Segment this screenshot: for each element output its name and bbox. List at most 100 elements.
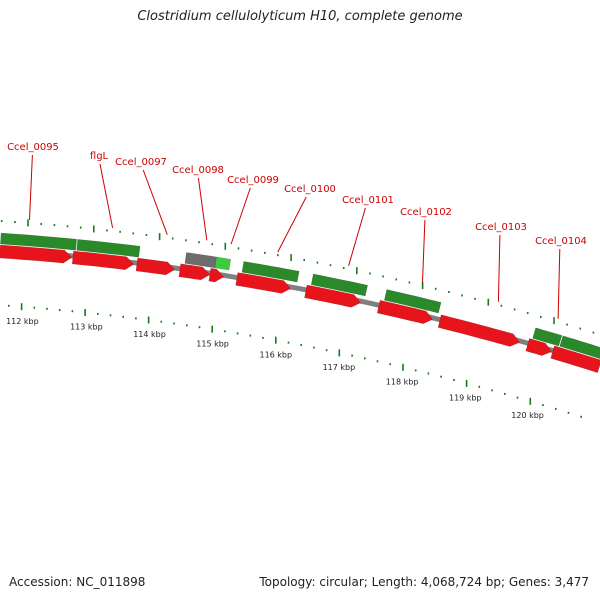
tick-mark <box>540 315 542 318</box>
tick-mark <box>448 291 450 293</box>
cds-feature <box>525 338 552 356</box>
tick-mark <box>119 230 121 233</box>
gene-leader-line <box>497 234 501 302</box>
gene-leader-line <box>230 187 251 245</box>
cds-feature <box>0 244 73 264</box>
cds-feature <box>376 300 433 324</box>
cds-feature <box>135 257 176 276</box>
map-title: Clostridium cellulolyticum H10, complete… <box>137 9 463 24</box>
tick-mark <box>132 232 135 235</box>
tick-mark <box>592 331 595 334</box>
tick-mark <box>513 308 516 311</box>
tick-mark <box>66 225 69 228</box>
tick-mark <box>414 369 417 372</box>
tick-mark <box>389 363 391 366</box>
tick-mark <box>369 272 371 275</box>
tick-mark <box>356 267 358 275</box>
tick-mark <box>516 396 519 399</box>
tick-mark <box>20 303 23 311</box>
tick-mark <box>173 322 175 325</box>
tick-mark <box>171 237 174 240</box>
tick-mark <box>421 282 424 290</box>
tick-mark <box>145 234 148 236</box>
kbp-label: 112 kbp <box>6 317 39 326</box>
gene-leader-line <box>348 207 366 266</box>
accession-text: Accession: NC_011898 <box>9 575 146 589</box>
tick-mark <box>402 363 404 371</box>
tick-mark <box>408 281 411 284</box>
tick-mark <box>58 309 61 311</box>
tick-mark <box>93 225 95 233</box>
tick-mark <box>461 294 463 297</box>
tick-mark <box>338 349 341 357</box>
kbp-label: 118 kbp <box>386 378 419 387</box>
tick-mark <box>316 261 319 264</box>
tick-mark <box>8 304 10 307</box>
cds-feature <box>550 345 600 373</box>
gene-feature <box>76 239 141 258</box>
gene-label: Ccel_0098 <box>172 165 224 176</box>
tick-mark <box>303 259 305 262</box>
gene-label: Ccel_0100 <box>284 184 336 195</box>
tick-mark <box>555 407 557 410</box>
gene-feature <box>310 273 368 297</box>
tick-mark <box>109 314 112 317</box>
gene-leader-line <box>557 248 561 319</box>
tick-mark <box>106 229 108 232</box>
kbp-label: 120 kbp <box>511 411 544 420</box>
kbp-label: 114 kbp <box>133 330 166 339</box>
tick-mark <box>567 411 570 414</box>
gene-leader-line <box>99 163 114 228</box>
gene-label: Ccel_0104 <box>535 236 587 247</box>
genome-backbone <box>0 247 600 368</box>
cds-feature <box>304 284 362 308</box>
gene-leader-line <box>142 169 168 235</box>
cds-feature <box>71 250 135 270</box>
tick-mark <box>46 307 48 310</box>
tick-mark <box>53 224 56 227</box>
tick-mark <box>224 330 226 333</box>
tick-mark <box>504 392 506 395</box>
gene-feature <box>383 289 442 314</box>
genome-summary-text: Topology: circular; Length: 4,068,724 bp… <box>259 575 589 589</box>
gene-leader-line <box>277 196 307 253</box>
gene-feature <box>532 327 563 347</box>
tick-mark <box>500 304 503 307</box>
tick-mark <box>40 223 42 225</box>
tick-mark <box>382 275 384 278</box>
genes-layer <box>0 232 600 359</box>
tick-mark <box>0 220 3 223</box>
gene-label: flgL <box>90 151 109 162</box>
gene-label: Ccel_0102 <box>400 207 452 218</box>
kbp-label: 115 kbp <box>196 340 229 349</box>
tick-mark <box>198 326 201 329</box>
tick-mark <box>211 243 213 246</box>
tick-mark <box>440 375 442 378</box>
tick-mark <box>122 315 124 318</box>
tick-mark <box>97 312 99 315</box>
ticks-layer <box>0 219 595 418</box>
tick-mark <box>290 254 292 262</box>
tick-mark <box>84 309 86 316</box>
tick-mark <box>427 372 430 375</box>
tick-mark <box>262 336 264 339</box>
gene-label: Ccel_0103 <box>475 222 527 233</box>
gene-label: Ccel_0097 <box>115 157 167 168</box>
cds-layer <box>0 244 600 373</box>
tick-mark <box>300 344 302 346</box>
tick-mark <box>542 404 544 407</box>
tick-mark <box>185 239 187 242</box>
tick-mark <box>325 349 328 352</box>
kbp-label: 119 kbp <box>449 394 482 403</box>
tick-mark <box>376 360 379 363</box>
gene-feature <box>241 261 300 283</box>
tick-mark <box>236 332 239 335</box>
tick-mark <box>237 247 240 250</box>
tick-mark <box>529 397 532 405</box>
tick-mark <box>158 233 161 241</box>
cds-feature <box>235 272 292 294</box>
tick-mark <box>287 341 290 344</box>
tick-mark <box>553 317 555 325</box>
